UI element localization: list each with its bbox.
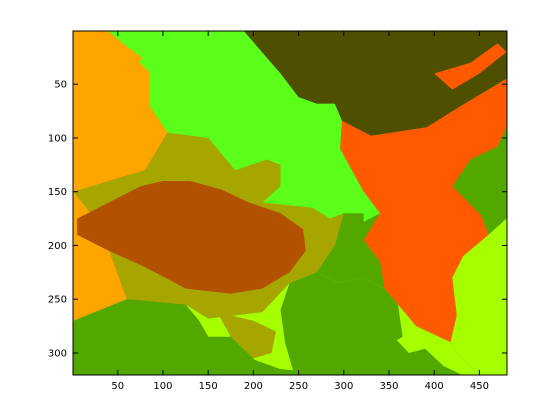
image-segments [73, 31, 507, 375]
x-axis: 50 100 150 200 250 300 350 400 450 [111, 31, 489, 392]
segment-leaf_green-13 [343, 336, 462, 375]
x-tick-label: 450 [470, 381, 489, 392]
y-axis: 50 100 150 200 250 300 [48, 80, 507, 359]
segment-bright_green-16 [139, 52, 154, 72]
y-tick-label: 50 [54, 80, 67, 91]
segment-leaf_green-11 [208, 336, 263, 375]
y-tick-label: 200 [48, 241, 67, 252]
segment-olive_gold-9 [217, 312, 276, 359]
segment-bright_green-3 [108, 31, 380, 219]
segment-leaf_green-10 [73, 299, 209, 375]
y-tick-label: 300 [48, 348, 67, 359]
y-tick-label: 150 [48, 187, 67, 198]
x-tick-label: 200 [244, 381, 263, 392]
x-tick-label: 150 [199, 381, 218, 392]
x-tick-label: 300 [334, 381, 353, 392]
x-tick-label: 400 [425, 381, 444, 392]
x-tick-label: 350 [379, 381, 398, 392]
segment-dark_olive-4 [244, 31, 507, 136]
segment-orange-0 [73, 31, 168, 192]
segment-red_orange-5 [340, 78, 507, 343]
segment-rust-6 [77, 181, 306, 294]
x-tick-label: 250 [289, 381, 308, 392]
x-tick-label: 50 [111, 381, 124, 392]
segment-bright_green-14 [363, 191, 380, 222]
segment-red_orange-15 [434, 43, 507, 90]
y-tick-label: 250 [48, 295, 67, 306]
y-tick-label: 100 [48, 133, 67, 144]
x-tick-label: 100 [153, 381, 172, 392]
plot-frame [72, 30, 508, 376]
segment-lime-7 [450, 218, 507, 375]
